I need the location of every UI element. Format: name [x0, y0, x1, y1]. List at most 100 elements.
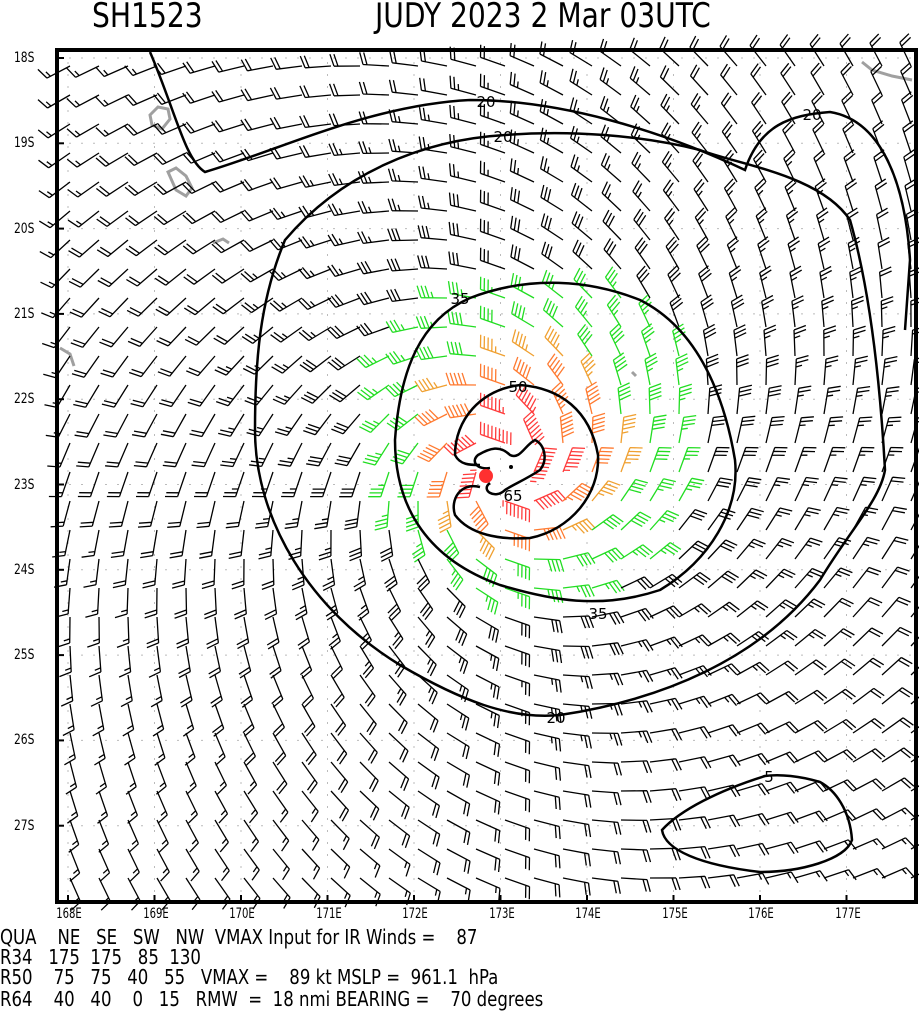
wind-barb [69, 297, 100, 318]
wind-barb [591, 412, 606, 444]
wind-barb [357, 231, 390, 245]
wind-barb [67, 181, 100, 198]
wind-barb [101, 384, 129, 408]
wind-barb [417, 195, 448, 212]
wind-barb [599, 95, 622, 125]
wind-barb [649, 877, 681, 891]
wind-barb [446, 703, 470, 731]
wind-barb [146, 616, 160, 649]
wind-barb [284, 500, 303, 529]
wind-barb [37, 94, 71, 109]
wind-barb [76, 442, 100, 468]
wind-barb [875, 207, 889, 241]
lon-label: 172E [402, 906, 428, 922]
wind-barb [388, 790, 410, 820]
wind-barb [299, 55, 332, 69]
wind-barb [469, 500, 489, 534]
wind-barb [67, 790, 79, 824]
wind-barb [88, 645, 102, 678]
wind-barb [794, 870, 828, 882]
wind-barb [649, 636, 683, 649]
wind-barb [852, 748, 886, 763]
wind-barb [38, 181, 71, 199]
wind-barb [678, 414, 697, 444]
wind-barb [77, 471, 100, 498]
wind-barb [418, 136, 448, 154]
contour-label: 20 [546, 709, 565, 727]
wind-barb [881, 446, 904, 473]
wind-barb [591, 761, 623, 776]
wind-barb [515, 383, 537, 415]
wind-barb [388, 645, 406, 678]
wind-barb [649, 446, 672, 473]
wind-barb [191, 442, 216, 468]
wind-barb [878, 266, 892, 299]
wind-barb [133, 442, 158, 468]
lat-label: 18S [14, 50, 35, 66]
wind-barb [374, 500, 390, 531]
contour-label: 5 [764, 768, 774, 786]
wind-barb [186, 355, 216, 377]
wind-barb [98, 819, 110, 853]
wind-barb [358, 141, 390, 155]
wind-barb [707, 724, 741, 737]
wind-barb [823, 688, 856, 705]
wind-barb [504, 674, 531, 697]
wind-barb [591, 480, 621, 502]
wind-barb [244, 384, 274, 406]
wind-barb [599, 67, 622, 96]
wind-barb [812, 120, 825, 154]
wind-barb [903, 149, 916, 183]
wind-barb [707, 570, 739, 589]
wind-barb [707, 477, 733, 502]
wind-barb [301, 790, 319, 823]
wind-barb [137, 500, 158, 528]
wind-barb [720, 92, 738, 125]
wind-barb [649, 817, 682, 831]
wind-barb [852, 718, 885, 734]
wind-barb [821, 295, 834, 328]
wind-barb [562, 703, 593, 719]
wind-barb [784, 178, 797, 212]
wind-barb [325, 587, 339, 621]
wind-barb [533, 674, 562, 693]
wind-barb [510, 244, 535, 270]
lat-label: 27S [14, 817, 35, 834]
wind-barb [70, 326, 100, 348]
contour-label: 65 [503, 487, 522, 505]
wind-barb [124, 732, 136, 766]
wind-barb [243, 848, 260, 881]
wind-barb [765, 811, 799, 825]
wind-barb [66, 94, 100, 108]
wind-barb [787, 236, 800, 270]
wind-barb [735, 354, 749, 386]
wind-barb [511, 301, 535, 328]
wind-barb [171, 558, 187, 589]
wind-barb [212, 297, 245, 315]
wind-barb [118, 645, 132, 678]
wind-barb [106, 471, 129, 498]
wind-barb [852, 385, 871, 415]
wind-barb [415, 315, 448, 329]
wind-barb [475, 848, 501, 873]
wind-barb [678, 540, 710, 560]
wind-barb [736, 692, 770, 705]
wind-barb [241, 326, 274, 344]
wind-barb [67, 210, 100, 228]
wind-barb [660, 93, 680, 125]
wind-barb [212, 703, 225, 737]
wind-barb [881, 777, 915, 792]
wind-barb [736, 812, 770, 826]
wind-barb [591, 877, 621, 894]
wind-barb [632, 180, 651, 212]
wind-barb [66, 65, 100, 78]
wind-barb [794, 720, 828, 734]
wind-barb [678, 845, 711, 859]
wind-barb [228, 529, 245, 560]
wind-barb [620, 730, 653, 744]
wind-barb [318, 529, 332, 561]
wind-barb [218, 413, 245, 437]
wind-barb [783, 149, 796, 183]
wind-barb [153, 181, 187, 196]
wind-barb [533, 848, 561, 869]
